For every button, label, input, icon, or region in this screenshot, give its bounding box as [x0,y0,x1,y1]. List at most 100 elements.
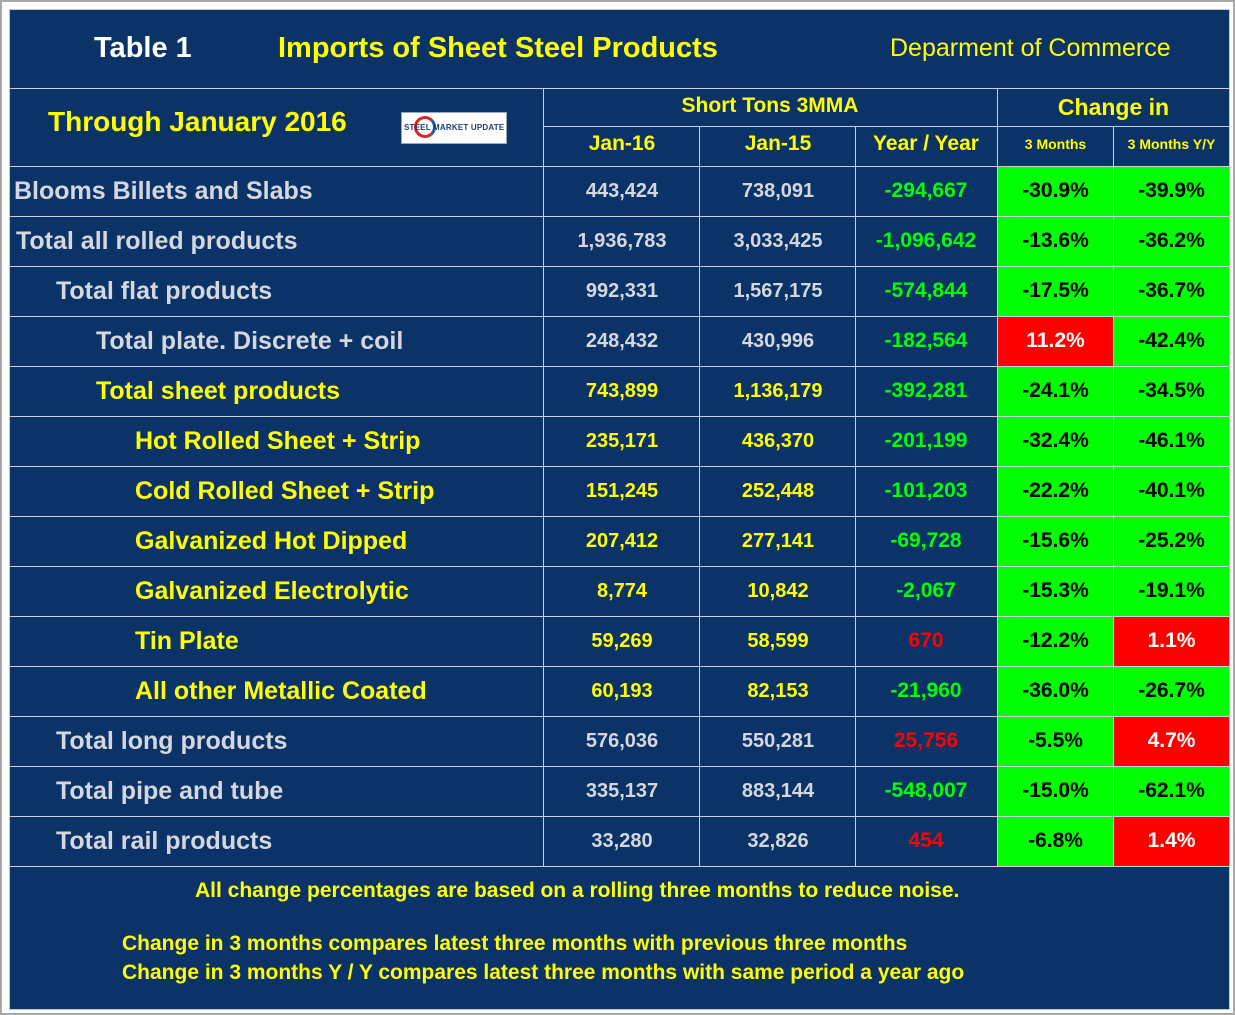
row-label: Blooms Billets and Slabs [14,177,313,205]
grid-line [10,416,1231,417]
col-header-3-months: 3 Months [1024,136,1087,152]
cell-year-year: -69,728 [890,529,962,552]
cell-jan16: 8,774 [596,580,648,602]
cell-3-months: 11.2% [998,316,1113,366]
cell-3-months-yy: 1.4% [1114,816,1229,866]
cell-jan15: 883,144 [741,780,815,802]
col-header-3-months-yy: 3 Months Y/Y [1127,136,1216,152]
cell-year-year: -21,960 [890,679,962,702]
cell-year-year: -1,096,642 [875,229,977,252]
grid-line [543,88,544,866]
cell-3-months: -15.6% [998,516,1113,566]
cell-jan16: 235,171 [585,430,659,452]
grid-line [10,216,1231,217]
grid-line [10,616,1231,617]
footer-note-rolling: All change percentages are based on a ro… [195,879,960,902]
row-label: Galvanized Electrolytic [135,577,409,605]
grid-line [10,566,1231,567]
cell-3-months: -12.2% [998,616,1113,666]
cell-jan16: 1,936,783 [577,230,667,252]
grid-line [10,166,1231,167]
grid-line [10,816,1231,817]
table-row: All other Metallic Coated 60,193 82,153 -21… [10,666,1231,716]
cell-jan15: 3,033,425 [733,230,823,252]
table-row: Tin Plate 59,269 58,599 670 -12.2% 1.1% [10,616,1231,666]
cell-year-year: -294,667 [884,179,968,202]
row-label: Total all rolled products [16,227,298,255]
cell-jan15: 82,153 [747,680,809,702]
grid-line [10,316,1231,317]
row-label: Total long products [56,727,288,755]
row-label: Hot Rolled Sheet + Strip [135,427,421,455]
grid-line [10,516,1231,517]
grid-line [699,126,700,866]
through-date: Through January 2016 [48,106,347,137]
logo-ring-icon [414,116,436,138]
cell-3-months: -30.9% [998,166,1113,216]
table-row: Total all rolled products 1,936,783 3,033,… [10,216,1231,266]
cell-3-months-yy: 1.1% [1114,616,1229,666]
cell-jan15: 430,996 [741,330,815,352]
cell-jan16: 60,193 [591,680,653,702]
cell-3-months-yy: -25.2% [1114,516,1229,566]
table-row: Hot Rolled Sheet + Strip 235,171 436,370 -2… [10,416,1231,466]
cell-jan15: 1,567,175 [733,280,823,302]
grid-line [10,466,1231,467]
cell-3-months-yy: -19.1% [1114,566,1229,616]
cell-3-months-yy: -40.1% [1114,466,1229,516]
row-label: Galvanized Hot Dipped [135,527,408,555]
row-label: Total flat products [56,277,273,305]
cell-jan15: 550,281 [741,730,815,752]
cell-year-year: -182,564 [884,329,968,352]
cell-jan16: 743,899 [585,380,659,402]
table-row: Total rail products 33,280 32,826 454 -6.8% 1… [10,816,1231,866]
cell-3-months: -6.8% [998,816,1113,866]
cell-year-year: -548,007 [884,779,968,802]
steel-market-update-logo: STEEL MARKET UPDATE [401,112,507,144]
table-panel: Table 1 Imports of Sheet Steel Products … [9,9,1231,1010]
cell-jan16: 207,412 [585,530,659,552]
table-row: Cold Rolled Sheet + Strip 151,245 252,448 -… [10,466,1231,516]
cell-jan15: 1,136,179 [733,380,823,402]
grid-line [10,366,1231,367]
cell-year-year: 454 [908,829,944,852]
row-label: All other Metallic Coated [135,677,427,705]
cell-jan15: 252,448 [741,480,815,502]
table-row: Galvanized Hot Dipped 207,412 277,141 -69,7… [10,516,1231,566]
footer-note-3-months-yy: Change in 3 months Y / Y compares latest… [122,961,965,984]
col-header-jan16: Jan-16 [588,132,656,155]
table-row: Galvanized Electrolytic 8,774 10,842 -2,067… [10,566,1231,616]
cell-year-year: 670 [908,629,944,652]
cell-jan16: 33,280 [591,830,653,852]
cell-jan15: 32,826 [747,830,809,852]
table-row: Total pipe and tube 335,137 883,144 -548,00… [10,766,1231,816]
grid-line [1113,126,1114,866]
cell-3-months: -15.0% [998,766,1113,816]
row-label: Cold Rolled Sheet + Strip [135,477,435,505]
grid-line [10,866,1231,867]
cell-jan16: 335,137 [585,780,659,802]
cell-3-months-yy: -62.1% [1114,766,1229,816]
cell-3-months: -24.1% [998,366,1113,416]
cell-3-months-yy: -39.9% [1114,166,1229,216]
grid-line [10,766,1231,767]
cell-3-months-yy: -34.5% [1114,366,1229,416]
cell-jan15: 10,842 [747,580,809,602]
title-band: Table 1 Imports of Sheet Steel Products … [10,10,1229,89]
footer-note-3-months: Change in 3 months compares latest three… [122,932,908,955]
cell-3-months-yy: -36.7% [1114,266,1229,316]
cell-jan16: 992,331 [585,280,659,302]
row-label: Total plate. Discrete + coil [96,327,404,355]
cell-jan15: 277,141 [741,530,815,552]
cell-jan15: 58,599 [747,630,809,652]
grid-line [10,716,1231,717]
cell-jan16: 248,432 [585,330,659,352]
table-title: Imports of Sheet Steel Products [278,32,718,64]
cell-3-months: -13.6% [998,216,1113,266]
cell-3-months: -32.4% [998,416,1113,466]
cell-3-months: -22.2% [998,466,1113,516]
table-row: Total plate. Discrete + coil 248,432 430,9… [10,316,1231,366]
row-label: Total sheet products [96,377,341,405]
cell-year-year: -101,203 [884,479,968,502]
